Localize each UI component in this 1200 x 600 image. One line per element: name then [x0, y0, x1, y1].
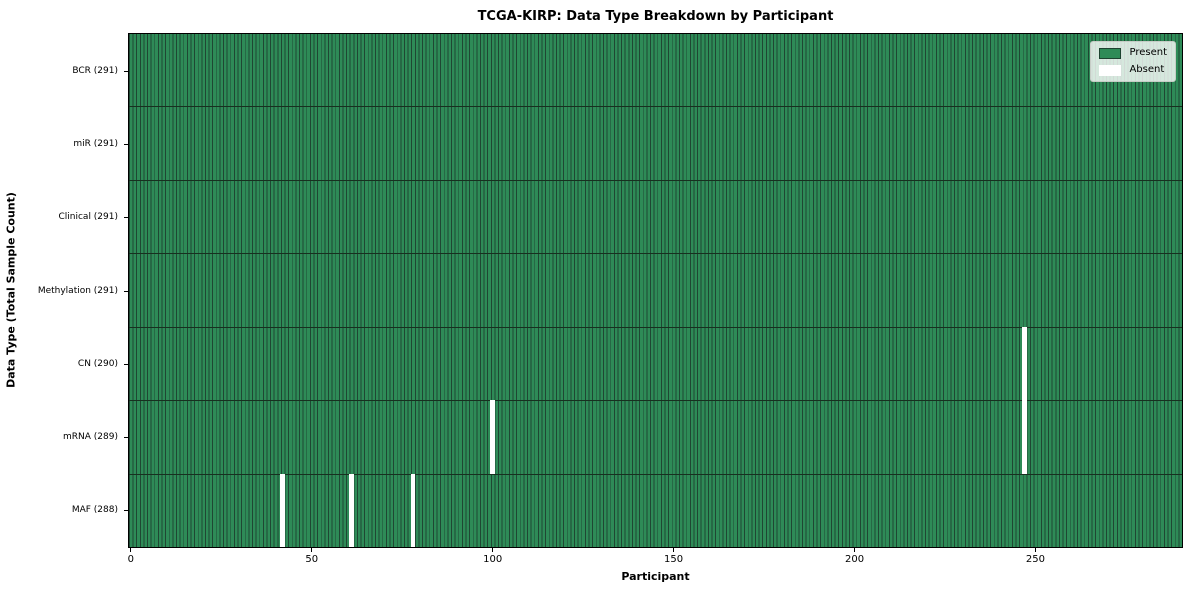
- x-axis-tick-area: 0 50 100 150 200 250: [128, 548, 1183, 570]
- x-tick-label-150: 150: [664, 554, 684, 565]
- plot-area: Present Absent: [128, 33, 1183, 548]
- absent-marker-mRNA-100: [490, 400, 495, 474]
- absent-swatch-icon: [1099, 64, 1122, 76]
- absent-marker-mRNA-247: [1022, 400, 1027, 474]
- y-tick-label-Methylation: Methylation (291): [37, 285, 118, 296]
- y-tick-label-BCR: BCR (291): [72, 65, 118, 76]
- x-tick-mark: [673, 548, 675, 552]
- x-tick-mark: [130, 548, 132, 552]
- heatmap-row-Methylation: [129, 254, 1182, 328]
- absent-marker-MAF-61: [349, 473, 354, 547]
- x-axis-title: Participant: [621, 570, 690, 583]
- y-tick-mark: [124, 217, 128, 219]
- absent-marker-CN-247: [1022, 327, 1027, 401]
- heatmap-row-miR: [129, 107, 1182, 181]
- x-tick-mark: [854, 548, 856, 552]
- chart-title: TCGA-KIRP: Data Type Breakdown by Partic…: [477, 9, 834, 24]
- y-tick-label-CN: CN (290): [77, 358, 118, 369]
- y-tick-label-MAF: MAF (288): [71, 505, 118, 516]
- y-tick-mark: [124, 143, 128, 145]
- x-tick-label-0: 0: [127, 554, 134, 565]
- legend-label-absent: Absent: [1129, 64, 1165, 75]
- y-tick-label-miR: miR (291): [73, 138, 118, 149]
- x-tick-mark: [1034, 548, 1036, 552]
- heatmap-row-CN: [129, 327, 1182, 402]
- heatmap-row-mRNA: [129, 401, 1182, 475]
- legend-label-present: Present: [1129, 47, 1167, 58]
- y-tick-mark: [124, 363, 128, 365]
- x-tick-label-250: 250: [1025, 554, 1045, 565]
- x-tick-mark: [492, 548, 494, 552]
- y-tick-mark: [124, 437, 128, 439]
- legend: Present Absent: [1090, 41, 1176, 82]
- y-axis-tick-area: BCR (291) miR (291) Clinical (291) Methylat…: [0, 33, 128, 548]
- y-tick-mark: [124, 290, 128, 292]
- x-tick-label-200: 200: [844, 554, 865, 565]
- y-tick-label-Clinical: Clinical (291): [58, 212, 118, 223]
- x-tick-label-50: 50: [305, 554, 319, 565]
- heatmap-row-BCR: [129, 34, 1182, 108]
- heatmap-rows: [129, 34, 1182, 547]
- absent-marker-MAF-78: [410, 473, 416, 547]
- absent-marker-layer: [129, 34, 1182, 547]
- x-tick-mark: [311, 548, 313, 552]
- legend-item-present: Present: [1099, 47, 1167, 59]
- y-tick-mark: [124, 70, 128, 72]
- y-tick-mark: [124, 510, 128, 512]
- absent-marker-MAF-42: [280, 473, 286, 547]
- heatmap-row-MAF: [129, 474, 1182, 547]
- legend-item-absent: Absent: [1099, 64, 1167, 76]
- y-tick-label-mRNA: mRNA (289): [63, 432, 118, 443]
- x-tick-label-100: 100: [483, 554, 503, 565]
- heatmap-row-Clinical: [129, 180, 1182, 255]
- present-swatch-icon: [1099, 47, 1122, 59]
